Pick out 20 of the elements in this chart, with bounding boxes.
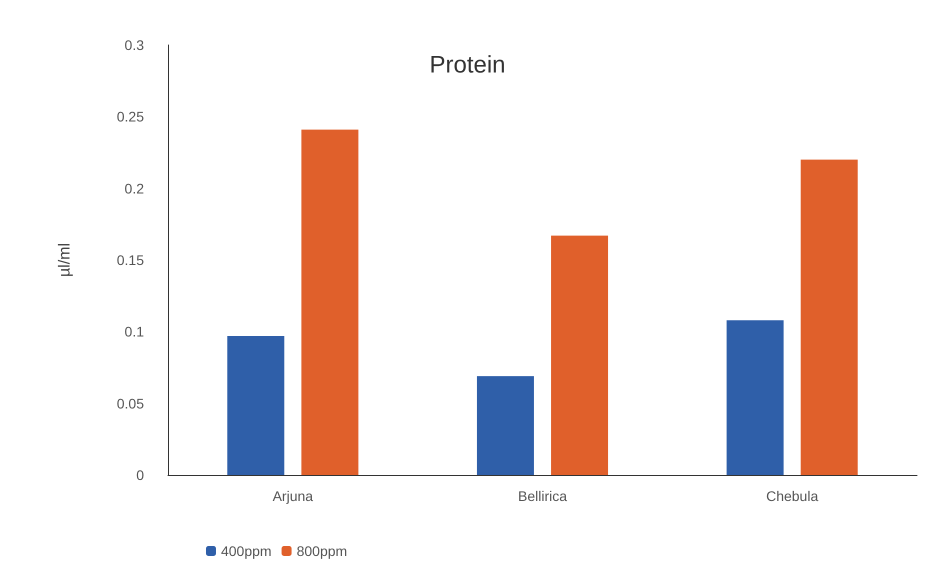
- bar: [476, 376, 534, 475]
- bar: [800, 160, 858, 475]
- bar: [227, 336, 284, 475]
- x-tick-label: Bellirica: [518, 488, 568, 504]
- bar: [551, 236, 608, 475]
- y-tick-label: 0.1: [124, 324, 144, 340]
- y-tick-label: 0.15: [116, 252, 144, 268]
- y-tick-label: 0.05: [116, 395, 144, 412]
- bar: [726, 320, 784, 475]
- y-tick-label: 0: [136, 467, 144, 483]
- legend-label: 400ppm: [220, 543, 272, 559]
- chart-title: Protein: [429, 52, 506, 78]
- y-axis-title: µl/ml: [56, 242, 74, 278]
- x-tick-label: Arjuna: [272, 488, 314, 504]
- bar: [301, 130, 358, 475]
- y-tick-label: 0.2: [124, 180, 144, 196]
- y-tick-label: 0.3: [124, 37, 144, 53]
- x-tick-label: Chebula: [766, 488, 818, 504]
- legend-label: 800ppm: [296, 543, 348, 559]
- y-tick-label: 0.25: [116, 108, 144, 125]
